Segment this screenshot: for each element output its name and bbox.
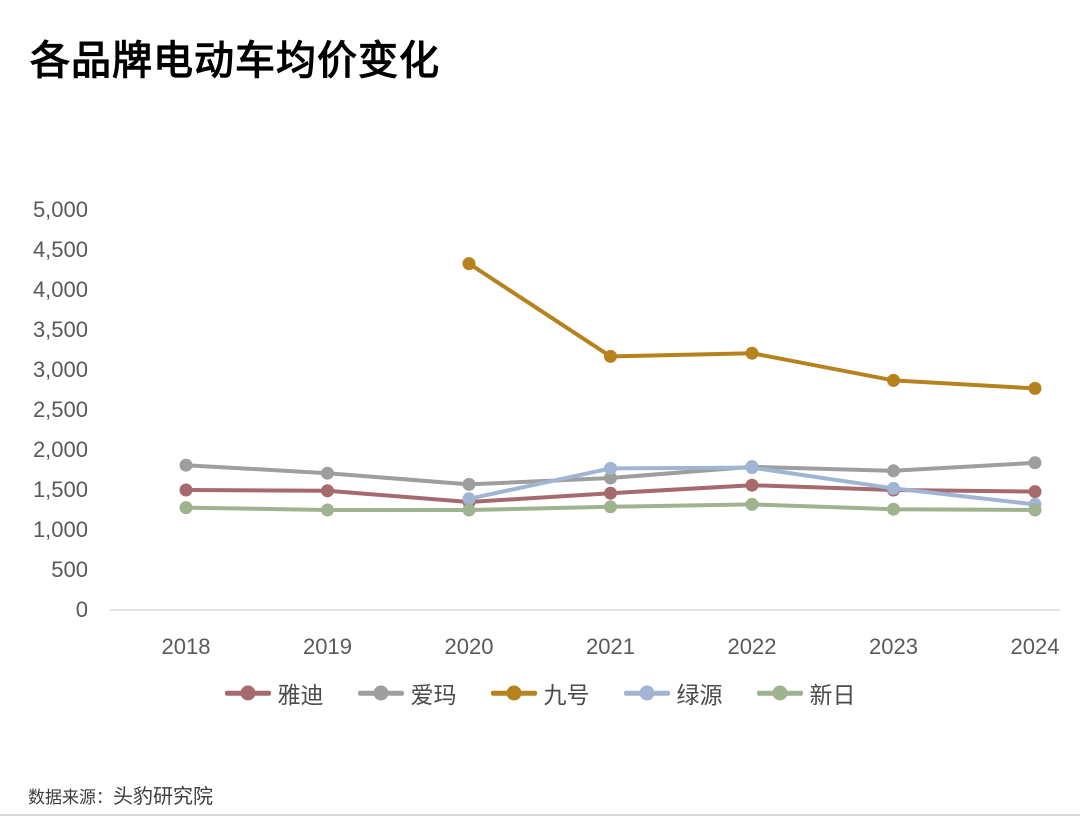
legend-label: 九号	[543, 682, 590, 708]
y-tick-label: 4,000	[32, 277, 88, 302]
legend-marker-icon	[756, 685, 803, 701]
data-point-绿源	[887, 481, 900, 495]
source-line: 数据来源：头豹研究院	[28, 780, 213, 809]
y-tick-label: 3,000	[32, 357, 88, 382]
data-point-爱玛	[604, 471, 617, 485]
y-tick-label: 5,000	[32, 197, 88, 222]
legend-marker-icon	[357, 685, 404, 701]
x-tick-label: 2018	[161, 634, 211, 659]
y-tick-label: 4,500	[32, 237, 88, 262]
x-tick-label: 2021	[586, 634, 635, 659]
legend-item-九号: 九号	[490, 676, 590, 710]
chart-title: 各品牌电动车均价变化	[30, 39, 440, 83]
data-point-新日	[604, 500, 617, 514]
source-name: 头豹研究院	[113, 786, 213, 808]
y-tick-label: 2,500	[32, 397, 88, 422]
y-tick-label: 1,000	[32, 517, 88, 542]
data-point-爱玛	[462, 477, 476, 491]
data-point-绿源	[745, 461, 759, 475]
legend: 雅迪 爱玛 九号 绿源 新日	[0, 676, 1080, 710]
data-point-九号	[745, 346, 759, 360]
y-tick-label: 2,000	[32, 437, 88, 462]
data-point-新日	[745, 497, 759, 511]
legend-item-爱玛: 爱玛	[357, 676, 457, 710]
legend-label: 爱玛	[410, 682, 457, 708]
x-tick-label: 2020	[444, 634, 494, 659]
legend-marker-icon	[224, 685, 271, 701]
y-tick-label: 0	[75, 597, 88, 622]
series-line-九号	[467, 261, 1036, 391]
legend-label: 新日	[809, 682, 856, 708]
data-point-新日	[887, 502, 900, 516]
legend-label: 雅迪	[277, 682, 324, 708]
x-tick-label: 2019	[303, 634, 352, 659]
data-point-雅迪	[321, 484, 334, 498]
x-tick-label: 2024	[1010, 634, 1060, 659]
data-point-新日	[321, 503, 334, 517]
data-point-新日	[462, 503, 476, 517]
data-point-九号	[1028, 381, 1042, 395]
data-point-新日	[1028, 503, 1042, 517]
data-point-爱玛	[179, 458, 193, 472]
data-point-雅迪	[745, 478, 759, 492]
data-point-九号	[462, 257, 476, 271]
data-point-爱玛	[887, 464, 900, 478]
legend-marker-icon	[490, 685, 537, 701]
y-tick-label: 3,500	[32, 317, 88, 342]
y-tick-label: 500	[51, 557, 88, 582]
y-tick-label: 1,500	[32, 477, 88, 502]
data-point-雅迪	[1028, 485, 1042, 499]
data-point-雅迪	[179, 483, 193, 497]
legend-item-雅迪: 雅迪	[224, 676, 324, 710]
data-point-绿源	[462, 492, 476, 506]
x-tick-label: 2022	[727, 634, 777, 659]
legend-label: 绿源	[676, 682, 723, 708]
data-point-九号	[887, 373, 900, 387]
data-point-爱玛	[1028, 456, 1042, 470]
data-point-新日	[179, 501, 193, 515]
data-point-爱玛	[321, 466, 334, 480]
legend-item-绿源: 绿源	[623, 676, 723, 710]
source-prefix: 数据来源：	[28, 788, 113, 807]
bottom-divider	[0, 814, 1080, 816]
legend-marker-icon	[623, 685, 670, 701]
data-point-雅迪	[604, 486, 617, 500]
data-point-九号	[604, 349, 617, 363]
legend-item-新日: 新日	[756, 676, 856, 710]
data-point-绿源	[604, 461, 617, 475]
x-tick-label: 2023	[869, 634, 918, 659]
